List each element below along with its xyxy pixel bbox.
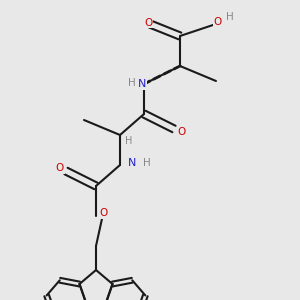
Text: O: O <box>177 127 186 137</box>
Text: H: H <box>125 136 133 146</box>
Text: H: H <box>143 158 151 169</box>
Text: O: O <box>99 208 108 218</box>
Text: O: O <box>56 163 64 173</box>
Text: H: H <box>226 11 233 22</box>
Text: H: H <box>128 77 136 88</box>
Text: N: N <box>138 79 147 89</box>
Text: O: O <box>213 16 222 27</box>
Text: N: N <box>128 158 136 169</box>
Text: O: O <box>144 17 153 28</box>
